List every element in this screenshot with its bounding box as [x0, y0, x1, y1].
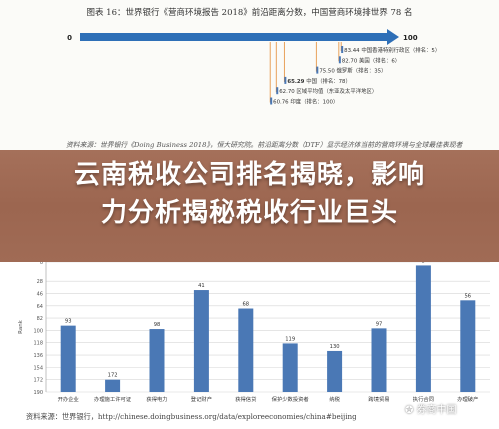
rank-category-label: 获得电力 [146, 395, 167, 403]
rank-category-label: 开办企业 [58, 395, 79, 403]
rank-category-label: 纳税 [329, 395, 340, 403]
rank-y-axis-label: Rank [18, 319, 24, 334]
rank-data-label: 130 [330, 344, 340, 350]
rank-y-tick-label: 172 [33, 378, 43, 384]
dtf-axis-end-label: 100 [403, 34, 418, 42]
rank-category-label: 获得信贷 [235, 395, 257, 403]
dtf-chart: 0 100 83.44 中国香港特别行政区（排名：5） 82.70 美国（排名：6） 7… [67, 29, 440, 106]
dtf-item-label: 82.70 美国（排名：6） [342, 56, 400, 64]
rank-bar [415, 265, 431, 392]
rank-category-label: 执行合同 [413, 395, 434, 403]
rank-bar [149, 329, 165, 392]
source-line: 资料来源：世界银行，http://chinese.doingbusiness.o… [26, 412, 356, 421]
rank-data-label: 93 [65, 319, 72, 325]
watermark-text: 券商中国 [416, 405, 457, 416]
rank-category-label: 保护少数投资者 [272, 395, 309, 403]
bottom-chart-panel: 0 28 46 64 82 100 118 136 154 172 190 Rank 93 开办企业 172… [0, 262, 499, 429]
rank-bar [193, 290, 209, 392]
rank-y-tick-label: 28 [37, 279, 43, 285]
dtf-marker [316, 66, 319, 74]
rank-data-label: 97 [376, 321, 383, 327]
headline-banner [0, 150, 499, 262]
dtf-marker [341, 46, 344, 53]
dtf-item-label: 62.70 区域平均值（东亚及太平洋地区） [279, 87, 377, 95]
dtf-item-label: 83.44 中国香港特别行政区（排名：5） [344, 46, 440, 54]
rank-bar [460, 300, 476, 392]
rank-y-tick-label: 136 [33, 353, 43, 359]
rank-category-label: 跨境贸易 [368, 395, 389, 403]
dtf-item-label: 65.29 中国（排名：78） [287, 77, 351, 85]
rank-data-label: 41 [198, 283, 205, 289]
top-chart-panel: 图表 16：世界银行《营商环境报告 2018》前沿距离分数，中国营商环境排世界 … [0, 0, 499, 159]
dtf-item-label: 60.76 印度（排名：100） [273, 98, 338, 106]
dtf-marker [284, 76, 287, 84]
dtf-axis-arrow [80, 29, 399, 45]
watermark: ✪ 券商中国 [405, 401, 457, 416]
rank-bar [282, 343, 298, 392]
rank-data-label: 98 [154, 322, 161, 328]
rank-bar [327, 350, 343, 392]
rank-data-label: 5 [422, 262, 425, 264]
rank-data-label: 68 [242, 302, 249, 308]
dtf-marker [338, 56, 341, 64]
watermark-logo-icon: ✪ [405, 405, 417, 416]
rank-chart: 0 28 46 64 82 100 118 136 154 172 190 Rank 93 开办企业 172… [18, 262, 490, 403]
rank-category-label: 办理施工许可证 [94, 395, 132, 403]
rank-bar [60, 325, 76, 392]
rank-bar [105, 379, 121, 392]
chart-caption: 图表 16：世界银行《营商环境报告 2018》前沿距离分数，中国营商环境排世界 … [86, 8, 413, 18]
rank-y-tick-label: 118 [33, 341, 43, 347]
rank-y-tick-label: 190 [33, 390, 43, 396]
headline-line-2: 力分析揭秘税收行业巨头 [100, 198, 398, 228]
rank-y-tick-label: 0 [40, 262, 43, 266]
rank-bar [238, 308, 254, 392]
dtf-marker [276, 87, 279, 95]
dtf-axis-start-label: 0 [67, 34, 72, 42]
headline-line-1: 云南税收公司排名揭晓，影响 [73, 160, 425, 190]
headline: 云南税收公司排名揭晓，影响 力分析揭秘税收行业巨头 [0, 156, 499, 232]
rank-y-tick-label: 154 [33, 365, 43, 371]
dtf-item-label: 75.50 俄罗斯（排名：35） [319, 67, 386, 75]
rank-category-label: 登记财产 [191, 395, 212, 403]
rank-y-tick-label: 46 [37, 291, 43, 297]
rank-data-label: 119 [285, 336, 295, 342]
rank-y-tick-label: 82 [37, 316, 43, 322]
rank-bar [371, 328, 387, 392]
dtf-marker [270, 97, 273, 105]
rank-data-label: 56 [464, 293, 471, 299]
rank-category-label: 办理破产 [457, 395, 478, 403]
rank-y-tick-label: 100 [33, 328, 43, 334]
rank-y-tick-label: 64 [37, 304, 43, 310]
rank-data-label: 172 [108, 373, 118, 379]
